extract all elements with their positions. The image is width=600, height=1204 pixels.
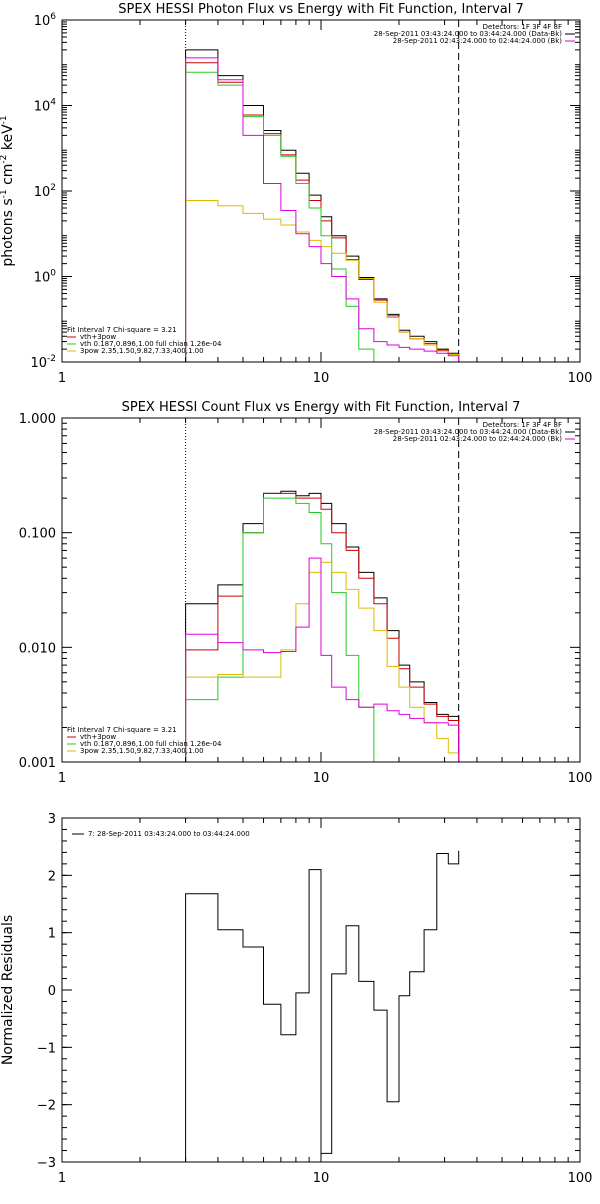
fit-legend-entry: 3pow 2.35,1.50,9.82,7.33,400,1.00 bbox=[80, 747, 204, 755]
y-tick-label: 2 bbox=[48, 869, 56, 884]
series-background bbox=[185, 557, 460, 762]
x-tick-label: 10 bbox=[313, 371, 330, 386]
y-tick-label: 0 bbox=[48, 984, 56, 999]
series-pow bbox=[185, 200, 460, 362]
top-legend-entry: 28-Sep-2011 03:43:24.000 to 03:44:24.000… bbox=[374, 30, 563, 38]
x-tick-label: 1 bbox=[58, 371, 66, 386]
y-tick-label: 3 bbox=[48, 812, 56, 827]
y-axis-label: photons s-1 cm-2 keV-1 bbox=[0, 115, 16, 266]
series-pow bbox=[185, 561, 460, 762]
y-tick-label: 1.000 bbox=[19, 412, 56, 427]
fit-legend-entry: vth+3pow bbox=[80, 733, 116, 741]
fit-legend-entry: 3pow 2.35,1.50,9.82,7.33,400,1.00 bbox=[80, 347, 204, 355]
series-total bbox=[185, 490, 460, 762]
top-legend-entry: 28-Sep-2011 02:43:24.000 to 02:44:24.000… bbox=[393, 435, 563, 443]
x-tick-label: 10 bbox=[313, 771, 330, 786]
top-legend-entry: 28-Sep-2011 03:43:24.000 to 03:44:24.000… bbox=[374, 428, 563, 436]
y-axis-label: Normalized Residuals bbox=[0, 915, 16, 1065]
chart-title: SPEX HESSI Count Flux vs Energy with Fit… bbox=[122, 400, 521, 415]
series-total bbox=[185, 850, 460, 1162]
series-vth_3pow bbox=[185, 492, 460, 762]
y-tick-label: 106 bbox=[34, 12, 57, 29]
y-tick-label: 104 bbox=[34, 98, 57, 115]
y-tick-label: −3 bbox=[37, 1156, 56, 1171]
series-vth_3pow bbox=[185, 62, 460, 362]
x-tick-label: 1 bbox=[58, 771, 66, 786]
y-tick-label: 0.001 bbox=[19, 756, 56, 771]
fit-legend-header: Fit Interval 7 Chi-square = 3.21 bbox=[67, 726, 177, 734]
top-legend-entry: 28-Sep-2011 02:43:24.000 to 02:44:24.000… bbox=[393, 37, 563, 45]
x-tick-label: 10 bbox=[313, 1171, 330, 1186]
chart-panel-1: SPEX HESSI Photon Flux vs Energy with Fi… bbox=[0, 2, 592, 386]
y-tick-label: 1 bbox=[48, 927, 56, 942]
y-tick-label: −1 bbox=[37, 1041, 56, 1056]
chart-panel-3: 1 10 100 −3 −2 −1 0 1 2 3 Normalized Residuals 7: 2… bbox=[0, 812, 592, 1186]
x-tick-label: 100 bbox=[568, 771, 593, 786]
fit-legend-entry: vth 0.187,0.896,1.00 full chian 1.26e-04 bbox=[80, 740, 222, 748]
y-tick-label: −2 bbox=[37, 1099, 56, 1114]
x-tick-label: 100 bbox=[568, 371, 593, 386]
y-tick-label: 100 bbox=[34, 269, 57, 286]
x-tick-label: 100 bbox=[568, 1171, 593, 1186]
series-vth bbox=[185, 71, 388, 362]
y-tick-label: 0.100 bbox=[19, 527, 56, 542]
series-vth bbox=[185, 497, 388, 762]
series-background bbox=[185, 57, 460, 362]
plot-frame bbox=[61, 19, 581, 363]
fit-legend-header: Fit Interval 7 Chi-square = 3.21 bbox=[67, 326, 177, 334]
top-legend-entry: Detectors: 1F 3F 4F 8F bbox=[483, 421, 562, 429]
y-tick-label: 10-2 bbox=[30, 354, 56, 371]
top-legend-entry: Detectors: 1F 3F 4F 8F bbox=[483, 23, 562, 31]
series-total bbox=[185, 49, 460, 362]
chart-title: SPEX HESSI Photon Flux vs Energy with Fi… bbox=[118, 2, 524, 17]
chart-panel-2: SPEX HESSI Count Flux vs Energy with Fit… bbox=[19, 400, 593, 786]
x-tick-label: 1 bbox=[58, 1171, 66, 1186]
y-tick-label: 0.010 bbox=[19, 641, 56, 656]
residual-legend-entry: 7: 28-Sep-2011 03:43:24.000 to 03:44:24.… bbox=[88, 830, 250, 838]
y-tick-label: 102 bbox=[34, 183, 56, 200]
fit-legend-entry: vth 0.187,0.896,1.00 full chian 1.26e-04 bbox=[80, 340, 222, 348]
fit-legend-entry: vth+3pow bbox=[80, 333, 116, 341]
